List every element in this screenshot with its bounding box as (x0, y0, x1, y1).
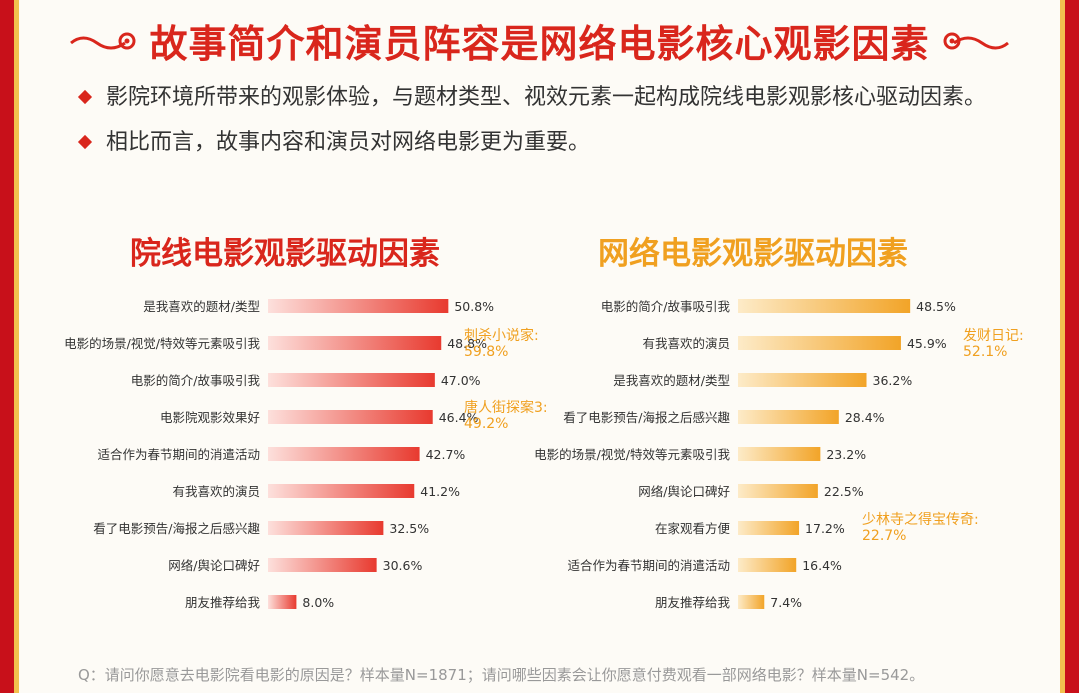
online-category-label: 电影的场景/视觉/特效等元素吸引我 (534, 447, 730, 462)
online-value-label: 22.5% (824, 484, 864, 499)
cinema-category-label: 看了电影预告/海报之后感兴趣 (93, 521, 260, 536)
left-chart-title: 院线电影观影驱动因素 (130, 236, 440, 272)
cinema-bar (268, 558, 377, 572)
online-factors-svg: 电影的简介/故事吸引我 48.5% 有我喜欢的演员 45.9% 是我喜欢的题材/类型 36… (534, 299, 956, 610)
online-bar (738, 521, 800, 535)
cinema-bar (268, 410, 433, 424)
online-value-label: 23.2% (826, 447, 866, 462)
title-row: 故事简介和演员阵容是网络电影核心观影因素 (0, 0, 1079, 80)
callout-title: 刺杀小说家: (464, 328, 539, 344)
cinema-category-label: 电影院观影效果好 (160, 410, 260, 425)
online-bar (738, 558, 797, 572)
online-category-label: 适合作为春节期间的消遣活动 (567, 558, 730, 573)
callout-right-2: 少林寺之得宝传奇: 22.7% (862, 512, 979, 544)
cinema-value-label: 32.5% (389, 521, 429, 536)
online-value-label: 7.4% (770, 595, 802, 610)
cinema-category-label: 电影的简介/故事吸引我 (131, 373, 261, 388)
cinema-category-label: 网络/舆论口碑好 (168, 558, 260, 573)
online-value-label: 16.4% (802, 558, 842, 573)
callout-right-1: 发财日记: 52.1% (963, 328, 1024, 360)
bullet-list: 影院环境所带来的观影体验，与题材类型、视效元素一起构成院线电影观影核心驱动因素。… (77, 80, 1038, 170)
cinema-value-label: 30.6% (383, 558, 423, 573)
callout-left-2: 唐人街探案3: 49.2% (464, 400, 548, 432)
cinema-category-label: 有我喜欢的演员 (172, 484, 260, 499)
online-category-label: 网络/舆论口碑好 (638, 484, 730, 499)
online-value-label: 17.2% (805, 521, 845, 536)
online-category-label: 有我喜欢的演员 (642, 336, 730, 351)
cinema-bar (268, 595, 297, 609)
online-bar (738, 595, 765, 609)
online-category-label: 朋友推荐给我 (655, 595, 731, 610)
cinema-value-label: 41.2% (420, 484, 460, 499)
callout-value: 49.2% (464, 416, 509, 432)
online-value-label: 36.2% (873, 373, 913, 388)
cinema-value-label: 50.8% (454, 299, 494, 314)
callout-value: 22.7% (862, 528, 907, 544)
cinema-bar (268, 336, 442, 350)
online-category-label: 是我喜欢的题材/类型 (613, 373, 730, 388)
diamond-bullet-icon (77, 89, 93, 105)
cinema-bar (268, 373, 435, 387)
cinema-category-label: 朋友推荐给我 (185, 595, 261, 610)
cinema-category-label: 电影的场景/视觉/特效等元素吸引我 (64, 336, 260, 351)
cinema-value-label: 8.0% (302, 595, 334, 610)
cinema-value-label: 42.7% (426, 447, 466, 462)
page-title: 故事简介和演员阵容是网络电影核心观影因素 (149, 21, 930, 66)
online-value-label: 48.5% (916, 299, 956, 314)
bullet-item: 影院环境所带来的观影体验，与题材类型、视效元素一起构成院线电影观影核心驱动因素。 (77, 80, 1038, 115)
cinema-category-label: 是我喜欢的题材/类型 (143, 299, 260, 314)
cloud-ornament-left-icon (70, 32, 136, 50)
diamond-bullet-icon (77, 134, 93, 150)
cinema-bar (268, 447, 420, 461)
online-value-label: 28.4% (845, 410, 885, 425)
callout-left-1: 刺杀小说家: 59.8% (464, 328, 539, 360)
online-factors-chart: 电影的简介/故事吸引我 48.5% 有我喜欢的演员 45.9% 是我喜欢的题材/类型 36… (510, 290, 1030, 630)
online-bar (738, 410, 839, 424)
cinema-bar (268, 521, 384, 535)
cinema-bar (268, 484, 415, 498)
cinema-factors-chart: 是我喜欢的题材/类型 50.8% 电影的场景/视觉/特效等元素吸引我 48.8% 电影的… (40, 290, 520, 630)
callout-title: 少林寺之得宝传奇: (862, 512, 979, 528)
online-category-label: 在家观看方便 (655, 521, 731, 536)
online-bar (738, 299, 911, 313)
cinema-bar (268, 299, 449, 313)
online-category-label: 电影的简介/故事吸引我 (601, 299, 731, 314)
cinema-value-label: 48.8% (447, 336, 487, 351)
online-bar (738, 447, 821, 461)
right-chart-title: 网络电影观影驱动因素 (598, 236, 908, 272)
bullet-text: 相比而言，故事内容和演员对网络电影更为重要。 (106, 130, 591, 155)
callout-title: 发财日记: (963, 328, 1024, 344)
bullet-item: 相比而言，故事内容和演员对网络电影更为重要。 (77, 125, 1038, 160)
cinema-value-label: 46.4% (439, 410, 479, 425)
bullet-text: 影院环境所带来的观影体验，与题材类型、视效元素一起构成院线电影观影核心驱动因素。 (106, 85, 987, 110)
online-value-label: 45.9% (907, 336, 947, 351)
cinema-factors-svg: 是我喜欢的题材/类型 50.8% 电影的场景/视觉/特效等元素吸引我 48.8% 电影的… (64, 299, 494, 610)
cinema-category-label: 适合作为春节期间的消遣活动 (97, 447, 260, 462)
online-category-label: 看了电影预告/海报之后感兴趣 (563, 410, 730, 425)
right-border (1060, 0, 1079, 693)
footnote: Q：请问你愿意去电影院看电影的原因是？样本量N=1871；请问哪些因素会让你愿意… (78, 666, 925, 684)
callout-title: 唐人街探案3: (464, 400, 548, 416)
callout-value: 59.8% (464, 344, 509, 360)
left-border (0, 0, 19, 693)
cloud-ornament-right-icon (943, 32, 1009, 50)
online-bar (738, 373, 867, 387)
cinema-value-label: 47.0% (441, 373, 481, 388)
online-bar (738, 336, 901, 350)
callout-value: 52.1% (963, 344, 1008, 360)
online-bar (738, 484, 818, 498)
